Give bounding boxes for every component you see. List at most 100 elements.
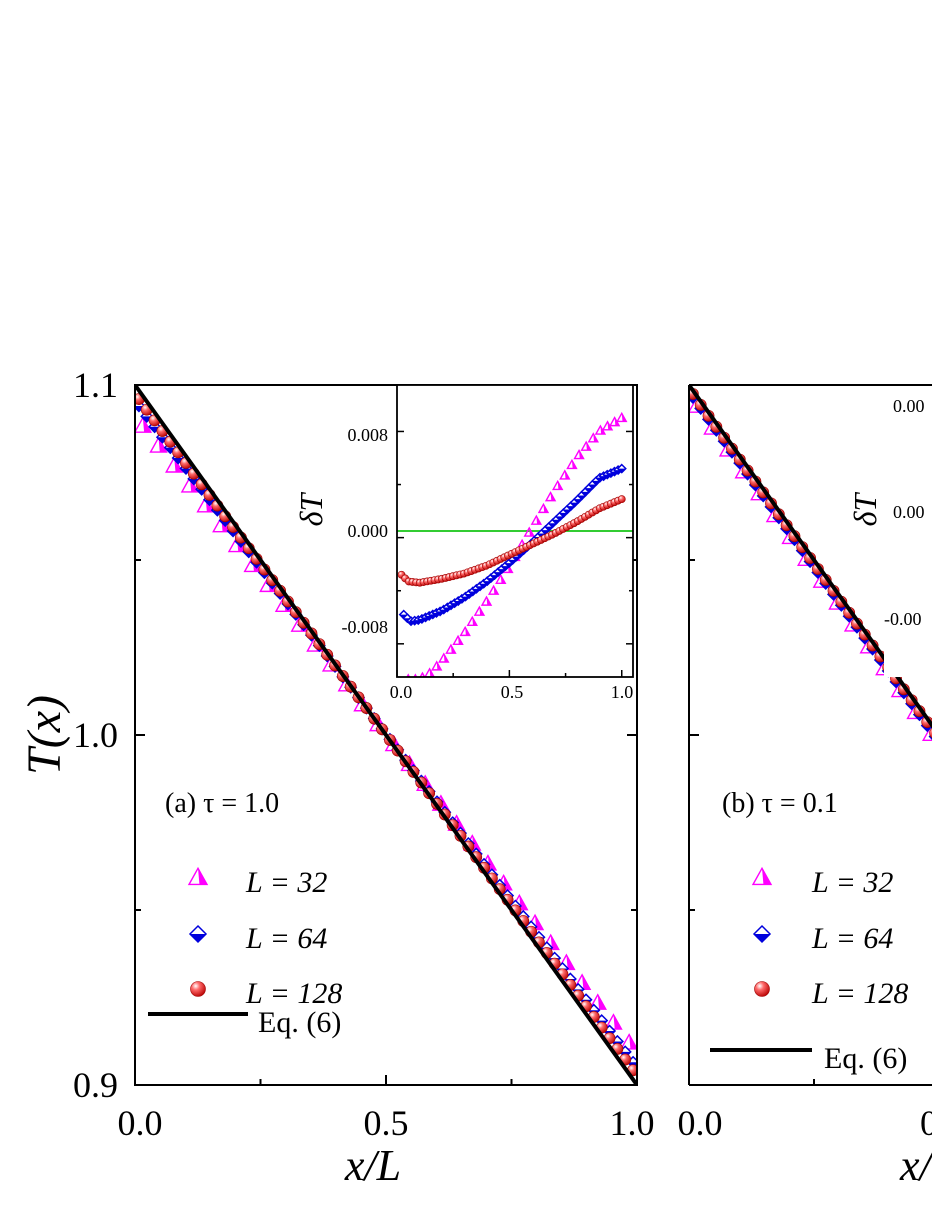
inset-y-tick-1: 0.000 xyxy=(348,521,389,541)
inset-l32-point-17-fill xyxy=(529,527,534,537)
inset-x-tick-2: 1.0 xyxy=(611,682,634,702)
inset-l32-point-30 xyxy=(616,411,628,423)
inset-l32-point-7-fill xyxy=(458,636,463,645)
legend-label-l128: L = 128 xyxy=(245,977,342,1010)
legend-marker-l128 xyxy=(190,981,206,997)
panel-b-legend-marker-l64 xyxy=(752,924,772,944)
panel-b-inset-y-tick-1: 0.00 xyxy=(893,502,925,522)
panel-a-y-tick-0: 0.9 xyxy=(73,1065,118,1105)
inset-l32-point-24-fill xyxy=(579,450,584,459)
legend-b-l64-symbol xyxy=(752,924,772,944)
inset-l32-point-8 xyxy=(459,625,471,637)
panel-b-legend-label-l128: L = 128 xyxy=(811,977,908,1010)
panel-a-y-tick-1: 1.0 xyxy=(73,715,118,755)
inset-l64-point-43-fill xyxy=(555,516,564,521)
inset-l128-point-60 xyxy=(617,495,626,504)
inset-l32-point-21-fill xyxy=(557,481,563,490)
inset-l32-point-25 xyxy=(580,440,592,451)
main-a-l64-point-7-fill xyxy=(188,478,200,485)
inset-l32-point-3-fill xyxy=(429,668,435,677)
inset-x-tick-1: 0.5 xyxy=(501,682,524,702)
main-a-l32-point-0 xyxy=(135,416,153,433)
inset-l64-point-18-fill xyxy=(465,594,474,599)
inset-l64-point-17-fill xyxy=(461,596,470,601)
inset-l32-point-26-outline xyxy=(587,432,599,443)
main-a-l32-point-30-fill xyxy=(613,1014,622,1030)
inset-data xyxy=(397,411,628,677)
inset-l64-point-29-fill xyxy=(505,563,514,568)
inset-l64-point-49-fill xyxy=(577,495,586,500)
main-a-l32-point-0-fill xyxy=(142,417,151,433)
inset-l32-point-26-fill xyxy=(593,433,598,442)
panel-b-legend-label-eq6: Eq. (6) xyxy=(824,1042,907,1075)
panel-a-legend: L = 32 L = 64 L = 128 Eq. (6) xyxy=(148,866,342,1039)
inset-l64-point-40-fill xyxy=(545,526,554,531)
panel-b-legend-marker-l128 xyxy=(754,981,770,997)
main-a-l64-point-10-fill xyxy=(211,510,223,516)
inset-l64-point-25-fill xyxy=(490,575,499,580)
panel-b-x-tick-0: 0.0 xyxy=(678,1103,723,1143)
legend-a-l128-symbol xyxy=(190,981,206,997)
inset-l32-point-7-outline xyxy=(452,634,464,646)
main-a-l32-point-19-fill xyxy=(440,795,449,811)
panel-a-x-tick-1: 0.5 xyxy=(364,1103,409,1143)
legend-a-l32-symbol-fill xyxy=(198,868,207,885)
inset-l32-point-10 xyxy=(473,605,486,616)
main-a-l64-point-5-fill xyxy=(172,458,184,464)
inset-l64-point-47-fill xyxy=(570,502,579,507)
inset-l64-point-60-fill xyxy=(617,468,626,473)
panel-a-y-tick-2: 1.1 xyxy=(73,365,118,405)
panel-b-inset: 0.00 0.00 -0.00 δT xyxy=(847,396,925,629)
main-a-l32-point-23-fill xyxy=(503,875,512,890)
panel-b-data xyxy=(689,385,932,742)
inset-l64-point-30-fill xyxy=(508,559,517,564)
legend-b-l32-symbol-fill xyxy=(762,868,771,885)
main-a-l32-point-22-fill xyxy=(487,855,496,870)
panel-b-inset-y-tick-2: -0.00 xyxy=(884,609,922,629)
main-a-l64-point-3-fill xyxy=(156,437,168,443)
inset-l32-point-18-fill xyxy=(536,516,541,525)
inset-l32-point-13 xyxy=(495,573,507,585)
inset-l32-point-4 xyxy=(431,660,443,671)
panel-a-ticks xyxy=(134,384,638,1086)
inset-l32-point-19 xyxy=(537,502,550,514)
panel-a-x-axis-label: x/L xyxy=(344,1141,401,1190)
panel-b: 0.00 0.00 -0.00 δT 0.0 0 x/ (b) τ = 0.1 … xyxy=(678,384,932,1190)
inset-l32-point-4-fill xyxy=(436,661,442,670)
panel-a: 0.9 1.0 1.1 0.0 0.5 1.0 x/L T(x) (a) τ =… xyxy=(18,365,655,1190)
panel-b-x-tick-1: 0 xyxy=(920,1103,932,1143)
panel-b-ticks xyxy=(688,384,815,1086)
main-a-l64-point-9-fill xyxy=(204,499,216,506)
inset-x-tick-0: 0.0 xyxy=(390,682,413,702)
inset-l64-point-42-fill xyxy=(552,519,561,524)
main-a-l32-point-29-fill xyxy=(597,994,606,1010)
panel-a-data xyxy=(135,385,637,1085)
panel-b-legend: L = 32 L = 64 L = 128 Eq. (6) xyxy=(710,866,908,1075)
inset-l32-point-5-fill xyxy=(443,653,449,662)
inset-l32-point-12-fill xyxy=(493,586,499,595)
inset-l32-point-20-fill xyxy=(550,492,556,501)
panel-a-x-tick-2: 1.0 xyxy=(610,1103,655,1143)
inset-y-axis-label: δT xyxy=(293,491,329,526)
inset-l64-point-46-fill xyxy=(566,506,575,511)
panel-b-legend-marker-l32 xyxy=(751,866,773,886)
panel-a-x-tick-0: 0.0 xyxy=(118,1103,163,1143)
main-a-l32-point-31 xyxy=(619,1033,637,1050)
inset-l32-point-24 xyxy=(573,449,585,460)
inset-l32-point-12 xyxy=(487,584,500,595)
main-a-l32-point-1-outline xyxy=(149,436,168,453)
inset-l32-point-2-fill xyxy=(422,673,425,677)
inset-l64-point-50-fill xyxy=(581,491,590,496)
inset-l32-point-27-fill xyxy=(600,425,605,435)
legend-b-l128-symbol xyxy=(754,981,770,997)
inset-l32-point-26 xyxy=(587,432,599,443)
inset-l32-point-17 xyxy=(523,526,535,537)
inset-l32-point-6 xyxy=(445,643,457,654)
inset-l64-point-53-fill xyxy=(592,480,601,485)
inset-l64-point-24-fill xyxy=(486,578,495,583)
panel-b-annotation: (b) τ = 0.1 xyxy=(722,788,838,819)
inset-l64-point-21-fill xyxy=(476,586,485,591)
legend-a-l32-symbol xyxy=(187,866,209,886)
panel-b-legend-label-l64: L = 64 xyxy=(811,922,893,955)
inset-l32-point-5 xyxy=(438,652,450,663)
